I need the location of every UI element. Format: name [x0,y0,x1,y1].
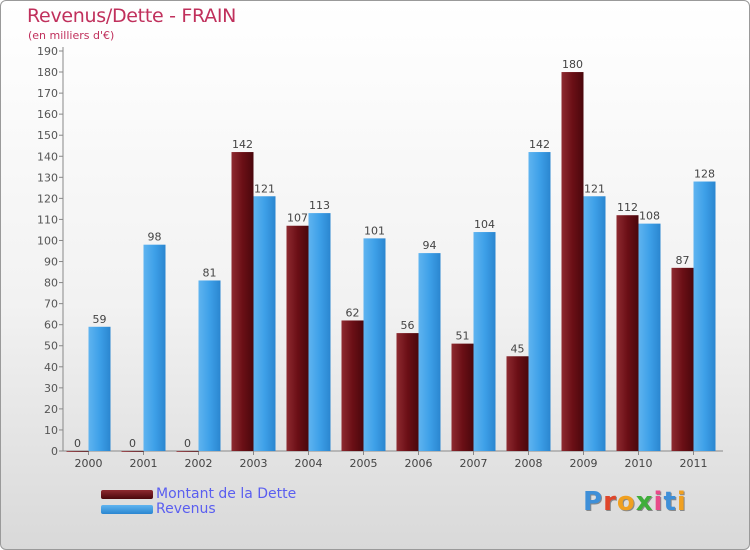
y-tick-label: 90 [44,256,58,269]
y-tick-label: 40 [44,361,58,374]
bar-revenus [583,196,606,451]
bar-debt [671,267,694,451]
data-label-revenus: 108 [639,210,660,223]
data-label-debt: 180 [562,58,583,71]
data-label-debt: 56 [401,319,415,332]
y-tick-label: 20 [44,403,58,416]
x-tick-label: 2011 [680,457,708,470]
y-tick-label: 160 [37,108,58,121]
y-tick-label: 100 [37,234,58,247]
bar-debt [66,451,89,452]
legend-swatch-debt [101,490,153,499]
data-label-debt: 142 [232,138,253,151]
data-label-revenus: 142 [529,138,550,151]
y-tick-label: 0 [51,445,58,458]
x-tick-label: 2009 [570,457,598,470]
y-tick-label: 170 [37,87,58,100]
data-label-revenus: 94 [423,239,437,252]
y-tick-label: 130 [37,171,58,184]
bar-debt [286,225,309,451]
data-label-revenus: 104 [474,218,495,231]
bar-debt [341,320,364,451]
bar-revenus [363,238,386,451]
data-label-revenus: 98 [148,231,162,244]
bar-debt [231,152,254,452]
data-label-debt: 112 [617,201,638,214]
y-tick-label: 190 [37,45,58,58]
bar-debt [561,72,584,451]
data-label-debt: 45 [511,342,525,355]
data-label-debt: 0 [129,437,136,450]
logo-letter: P [583,487,604,517]
y-tick-label: 30 [44,382,58,395]
x-tick-label: 2008 [515,457,543,470]
y-tick-label: 150 [37,129,58,142]
data-label-revenus: 121 [584,182,605,195]
bar-revenus [693,181,716,452]
legend-label-revenus: Revenus [156,501,216,517]
x-tick-label: 2003 [240,457,268,470]
legend-label-debt: Montant de la Dette [156,486,297,502]
data-label-debt: 107 [287,212,308,225]
bar-debt [176,451,199,452]
x-tick-label: 2006 [405,457,433,470]
x-tick-label: 2007 [460,457,488,470]
logo-letter: i [653,487,664,517]
bar-revenus [473,232,496,451]
logo-letter: x [635,487,654,517]
y-tick-label: 180 [37,66,58,79]
data-label-debt: 51 [456,330,470,343]
chart-subtitle: (en milliers d'€) [28,29,115,42]
data-label-debt: 0 [74,437,81,450]
bar-revenus [638,223,661,451]
bar-revenus [88,326,111,451]
bar-revenus [308,213,331,451]
data-label-debt: 0 [184,437,191,450]
y-tick-label: 80 [44,277,58,290]
x-tick-label: 2005 [350,457,378,470]
y-tick-label: 110 [37,213,58,226]
chart-title: Revenus/Dette - FRAIN [27,5,237,27]
data-label-debt: 62 [346,306,360,319]
y-tick-label: 60 [44,319,58,332]
x-tick-label: 2010 [625,457,653,470]
y-tick-label: 50 [44,340,58,353]
bar-debt [121,451,144,452]
data-label-debt: 87 [676,254,690,267]
x-tick-label: 2000 [75,457,103,470]
bar-revenus [528,152,551,452]
data-label-revenus: 128 [694,168,715,181]
bar-debt [616,215,639,451]
x-tick-label: 2001 [130,457,158,470]
data-label-revenus: 59 [93,313,107,326]
data-label-revenus: 121 [254,182,275,195]
y-tick-label: 70 [44,298,58,311]
logo-letter: i [676,487,687,517]
bar-debt [451,343,474,451]
x-tick-label: 2004 [295,457,323,470]
data-label-revenus: 81 [203,266,217,279]
bar-revenus [418,253,441,451]
bar-debt [396,333,419,451]
bar-debt [506,356,529,451]
y-tick-label: 120 [37,192,58,205]
x-tick-label: 2002 [185,457,213,470]
proxiti-logo: Proxiti [583,487,687,517]
legend-swatch-revenus [101,505,153,514]
data-label-revenus: 101 [364,224,385,237]
y-tick-label: 10 [44,424,58,437]
bar-revenus [253,196,276,451]
logo-letter: o [616,487,636,517]
data-label-revenus: 113 [309,199,330,212]
bar-revenus [198,280,221,451]
y-tick-label: 140 [37,150,58,163]
logo-letter: r [603,487,617,517]
bar-revenus [143,244,166,451]
logo-letter: t [663,487,677,517]
